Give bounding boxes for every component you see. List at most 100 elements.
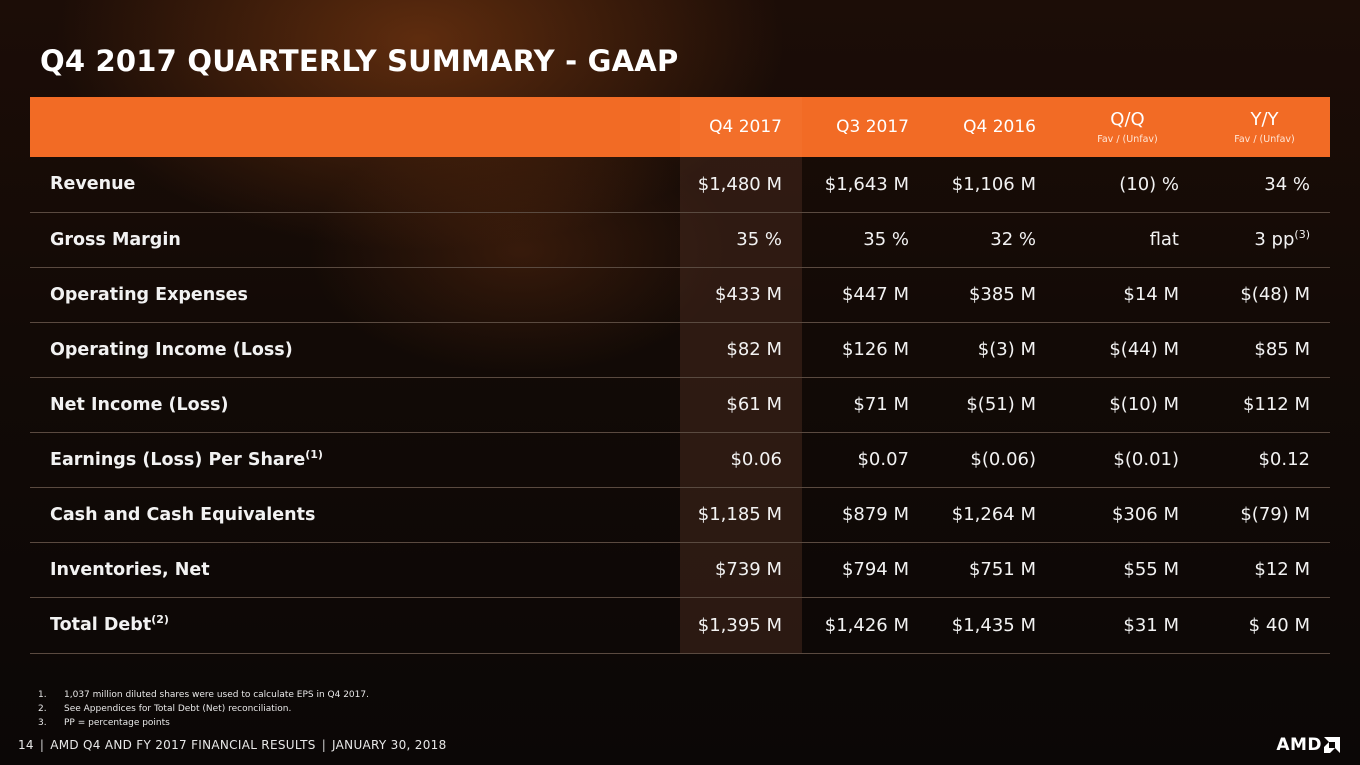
footnote-number: 1. — [38, 690, 47, 700]
cell-value: $82 M — [726, 339, 782, 360]
header-q4-2016: Q4 2016 — [963, 117, 1036, 137]
footnote-ref: (3) — [1294, 228, 1310, 241]
footnote-number: 2. — [38, 704, 47, 714]
cell-q3-2017: $126 M — [802, 322, 929, 377]
cell-value: $794 M — [841, 559, 909, 580]
cell-q4-2017: $1,185 M — [680, 487, 802, 542]
footer-date: JANUARY 30, 2018 — [332, 738, 447, 752]
footer-separator: | — [321, 738, 327, 752]
footnote-item: 3. PP = percentage points — [38, 716, 369, 730]
cell-q4-2016: $1,106 M — [929, 157, 1056, 212]
footnote-item: 2. See Appendices for Total Debt (Net) re… — [38, 702, 369, 716]
amd-logo: AMD — [1276, 733, 1340, 757]
cell-q4-2017: $739 M — [680, 542, 802, 597]
table-header-row: Q4 2017 Q3 2017 Q4 2016 Q/Q Fav / (Unfav… — [30, 97, 1330, 157]
header-yy: Y/Y Fav / (Unfav) — [1199, 97, 1330, 157]
cell-qq: (10) % — [1056, 157, 1199, 212]
table-body: Revenue $1,480 M $1,643 M $1,106 M (10) % 34 … — [30, 157, 1330, 653]
cell-value: $1,435 M — [951, 614, 1036, 636]
cell-value: $14 M — [1123, 284, 1179, 305]
cell-value: $0.07 — [857, 449, 909, 470]
cell-q3-2017: $447 M — [802, 267, 929, 322]
cell-value: 32 % — [990, 229, 1036, 250]
row-label: Operating Expenses — [30, 267, 680, 322]
cell-value: $1,426 M — [824, 614, 909, 636]
table-row: Total Debt(2) $1,395 M $1,426 M $1,435 M $31… — [30, 597, 1330, 653]
cell-q4-2016: $(0.06) — [929, 432, 1056, 487]
summary-table-container: Q4 2017 Q3 2017 Q4 2016 Q/Q Fav / (Unfav… — [30, 97, 1330, 654]
row-label: Cash and Cash Equivalents — [30, 487, 680, 542]
cell-value: $12 M — [1254, 559, 1310, 580]
cell-value: $1,395 M — [697, 614, 782, 636]
header-q4-2017: Q4 2017 — [680, 97, 802, 157]
cell-q4-2016: $751 M — [929, 542, 1056, 597]
cell-q4-2016: $(51) M — [929, 377, 1056, 432]
cell-value: $739 M — [714, 559, 782, 580]
footnote-text: PP = percentage points — [64, 718, 170, 728]
footnote-item: 1. 1,037 million diluted shares were used… — [38, 688, 369, 702]
row-label: Net Income (Loss) — [30, 377, 680, 432]
footer-separator: | — [39, 738, 45, 752]
footnote-text: 1,037 million diluted shares were used t… — [64, 690, 369, 700]
cell-value: $751 M — [968, 559, 1036, 580]
cell-value: $(0.06) — [970, 449, 1036, 470]
table-row: Cash and Cash Equivalents $1,185 M $879 M $… — [30, 487, 1330, 542]
cell-yy: $112 M — [1199, 377, 1330, 432]
cell-value: 35 % — [736, 229, 782, 250]
footnote-number: 3. — [38, 718, 47, 728]
row-label-text: Operating Expenses — [50, 284, 248, 305]
table-row: Earnings (Loss) Per Share(1) $0.06 $0.07 $(… — [30, 432, 1330, 487]
header-qq: Q/Q Fav / (Unfav) — [1056, 97, 1199, 157]
cell-q4-2016: 32 % — [929, 212, 1056, 267]
row-label-text: Total Debt — [50, 615, 152, 635]
cell-q3-2017: $794 M — [802, 542, 929, 597]
footnote-text: See Appendices for Total Debt (Net) reco… — [64, 704, 292, 714]
row-label-text: Gross Margin — [50, 229, 181, 250]
cell-value: $(48) M — [1240, 284, 1310, 305]
cell-yy: $ 40 M — [1199, 597, 1330, 653]
row-label-text: Net Income (Loss) — [50, 394, 229, 415]
cell-qq: flat — [1056, 212, 1199, 267]
row-label: Operating Income (Loss) — [30, 322, 680, 377]
cell-value: $(79) M — [1240, 504, 1310, 525]
cell-qq: $(44) M — [1056, 322, 1199, 377]
cell-yy: $12 M — [1199, 542, 1330, 597]
cell-q4-2016: $(3) M — [929, 322, 1056, 377]
cell-yy: $0.12 — [1199, 432, 1330, 487]
row-label-text: Operating Income (Loss) — [50, 339, 293, 360]
summary-table: Q4 2017 Q3 2017 Q4 2016 Q/Q Fav / (Unfav… — [30, 97, 1330, 654]
row-label-text: Cash and Cash Equivalents — [50, 504, 316, 525]
cell-q4-2017: $0.06 — [680, 432, 802, 487]
cell-value: $306 M — [1111, 504, 1179, 525]
cell-q4-2017: $433 M — [680, 267, 802, 322]
cell-yy: $(48) M — [1199, 267, 1330, 322]
header-qq-label: Q/Q — [1110, 109, 1145, 130]
cell-q3-2017: $1,426 M — [802, 597, 929, 653]
row-label-text: Inventories, Net — [50, 559, 210, 580]
cell-qq: $(10) M — [1056, 377, 1199, 432]
cell-q4-2016: $1,435 M — [929, 597, 1056, 653]
row-label: Gross Margin — [30, 212, 680, 267]
amd-arrow-icon — [1324, 737, 1340, 753]
cell-q4-2017: $1,480 M — [680, 157, 802, 212]
cell-value: $(0.01) — [1113, 449, 1179, 470]
cell-qq: $14 M — [1056, 267, 1199, 322]
footnote-ref: (1) — [305, 447, 323, 461]
cell-q3-2017: $879 M — [802, 487, 929, 542]
cell-value: $(10) M — [1109, 394, 1179, 415]
page-title: Q4 2017 QUARTERLY SUMMARY - GAAP — [40, 44, 679, 78]
cell-qq: $(0.01) — [1056, 432, 1199, 487]
cell-q4-2016: $385 M — [929, 267, 1056, 322]
page-number: 14 — [18, 738, 34, 752]
cell-value: $ 40 M — [1248, 614, 1310, 636]
cell-value: $31 M — [1123, 614, 1179, 636]
header-yy-label: Y/Y — [1250, 109, 1279, 130]
cell-q3-2017: $71 M — [802, 377, 929, 432]
header-yy-sub: Fav / (Unfav) — [1234, 134, 1295, 145]
cell-q4-2017: $1,395 M — [680, 597, 802, 653]
footer-doc-title: AMD Q4 AND FY 2017 FINANCIAL RESULTS — [50, 738, 316, 752]
row-label: Earnings (Loss) Per Share(1) — [30, 432, 680, 487]
cell-value: $1,480 M — [697, 173, 782, 195]
table-row: Revenue $1,480 M $1,643 M $1,106 M (10) % 34 … — [30, 157, 1330, 212]
cell-value: $447 M — [841, 284, 909, 305]
